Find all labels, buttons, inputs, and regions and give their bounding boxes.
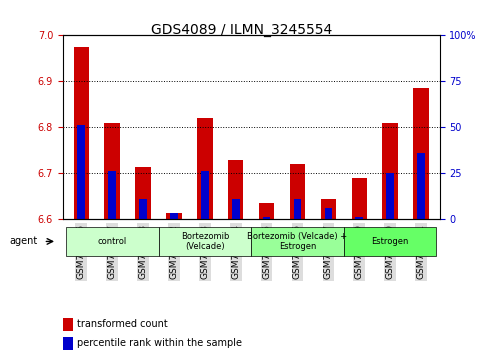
Bar [325,208,332,219]
Text: Estrogen: Estrogen [371,237,409,246]
FancyBboxPatch shape [344,227,437,256]
FancyBboxPatch shape [66,227,158,256]
Text: percentile rank within the sample: percentile rank within the sample [77,338,242,348]
Bar [290,164,305,219]
Bar [170,212,178,219]
Bar [197,118,213,219]
Bar [259,203,274,219]
Bar [386,173,394,219]
Bar [201,171,209,219]
Bar [321,199,336,219]
Bar [294,199,301,219]
Text: GDS4089 / ILMN_3245554: GDS4089 / ILMN_3245554 [151,23,332,37]
Bar [166,212,182,219]
Bar [139,199,147,219]
Bar [417,153,425,219]
Bar [383,123,398,219]
FancyBboxPatch shape [158,227,251,256]
FancyBboxPatch shape [251,227,344,256]
Bar [352,178,367,219]
Bar [73,47,89,219]
Bar [135,166,151,219]
Text: agent: agent [10,236,38,246]
Text: control: control [98,237,127,246]
Bar [232,199,240,219]
Bar [77,125,85,219]
Bar [228,160,243,219]
Bar [108,171,116,219]
Text: transformed count: transformed count [77,319,168,329]
Bar [104,123,120,219]
Bar [63,318,73,331]
Text: Bortezomib (Velcade) +
Estrogen: Bortezomib (Velcade) + Estrogen [247,232,348,251]
Bar [63,337,73,350]
Bar [413,88,429,219]
Text: Bortezomib
(Velcade): Bortezomib (Velcade) [181,232,229,251]
Bar [355,217,363,219]
Bar [263,217,270,219]
